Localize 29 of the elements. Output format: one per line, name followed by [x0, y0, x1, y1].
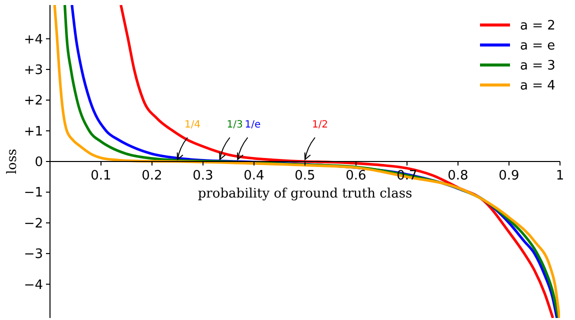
y-tick-label: +1 [24, 124, 43, 140]
annotation: 1/3 [226, 120, 243, 130]
x-tick-label: 0.6 [346, 168, 366, 184]
x-tick-label: 0.5 [294, 168, 316, 184]
x-tick-label: 0.4 [244, 168, 264, 184]
y-tick-label: −1 [24, 186, 43, 201]
legend-label: a = 4 [520, 78, 556, 94]
x-tick-label: 0.2 [142, 168, 162, 184]
y-tick-label: +3 [24, 62, 43, 78]
legend-label: a = 3 [520, 58, 556, 74]
annotation: 1/2 [312, 120, 328, 130]
y-tick-label: +4 [24, 32, 43, 48]
x-tick-label: 0.3 [192, 168, 214, 184]
annotation: 1/4 [184, 120, 201, 130]
x-tick-label: 0.1 [90, 168, 112, 184]
legend-label: a = 2 [520, 18, 556, 34]
y-axis-title: loss [5, 148, 20, 174]
y-tick-label: −4 [24, 278, 43, 293]
x-tick-label: 0.7 [396, 168, 418, 184]
y-tick-label: +2 [24, 94, 43, 109]
annotation: 1/e [244, 120, 261, 130]
x-tick-label: 0.8 [448, 168, 468, 184]
legend-label: a = e [520, 38, 556, 54]
y-tick-label: −2 [24, 216, 43, 232]
x-tick-label: 0.9 [498, 168, 520, 184]
y-tick-label: 0 [34, 155, 43, 170]
x-tick-label: 1 [556, 168, 564, 184]
y-tick-label: −3 [24, 247, 43, 262]
x-axis-title: probability of ground truth class [198, 186, 412, 202]
